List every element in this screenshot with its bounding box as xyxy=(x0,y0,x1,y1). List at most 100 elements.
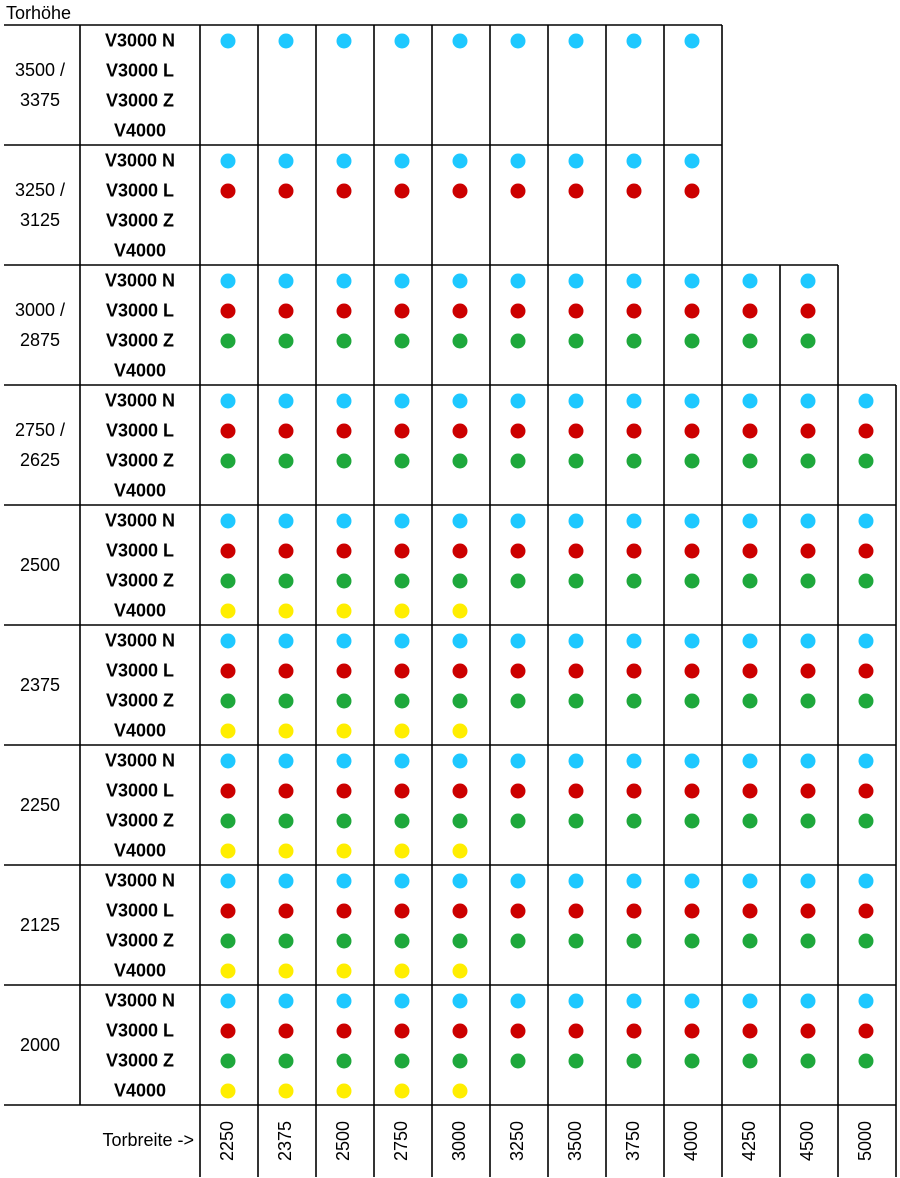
availability-dot-v3000-z xyxy=(568,1053,584,1069)
variant-label-v3000-l: V3000 L xyxy=(106,181,174,201)
availability-dot-v3000-n xyxy=(510,33,526,49)
availability-dot-v4000 xyxy=(452,963,468,979)
availability-dot-v3000-z xyxy=(626,1053,642,1069)
width-tick-label: 4500 xyxy=(797,1121,817,1161)
width-tick-label: 4000 xyxy=(681,1121,701,1161)
availability-dot-v3000-n xyxy=(510,153,526,169)
availability-dot-v3000-n xyxy=(336,633,352,649)
availability-dot-v3000-n xyxy=(220,993,236,1009)
availability-dot-v3000-l xyxy=(858,903,874,919)
availability-dot-v3000-z xyxy=(452,933,468,949)
availability-dot-v3000-z xyxy=(742,573,758,589)
availability-dot-v3000-l xyxy=(626,183,642,199)
availability-dot-v3000-z xyxy=(220,933,236,949)
availability-dot-v3000-l xyxy=(742,663,758,679)
availability-dot-v4000 xyxy=(220,843,236,859)
availability-dot-v4000 xyxy=(394,843,410,859)
availability-dot-v3000-n xyxy=(278,633,294,649)
availability-dot-v3000-l xyxy=(568,543,584,559)
availability-dot-v3000-l xyxy=(800,543,816,559)
availability-dot-v3000-n xyxy=(278,873,294,889)
availability-dot-v3000-z xyxy=(452,333,468,349)
variant-label-v4000: V4000 xyxy=(114,1081,166,1101)
availability-dot-v3000-l xyxy=(510,303,526,319)
width-tick-label: 3000 xyxy=(449,1121,469,1161)
availability-dot-v3000-n xyxy=(626,513,642,529)
availability-dot-v3000-n xyxy=(394,873,410,889)
width-tick-label: 3750 xyxy=(623,1121,643,1161)
variant-label-v4000: V4000 xyxy=(114,841,166,861)
availability-dot-v3000-n xyxy=(336,33,352,49)
availability-dot-v3000-n xyxy=(568,153,584,169)
availability-dot-v3000-z xyxy=(568,813,584,829)
availability-dot-v3000-n xyxy=(452,633,468,649)
availability-dot-v3000-n xyxy=(742,993,758,1009)
availability-dot-v3000-l xyxy=(742,303,758,319)
availability-dot-v3000-n xyxy=(742,873,758,889)
availability-dot-v4000 xyxy=(336,1083,352,1099)
availability-dot-v3000-n xyxy=(858,513,874,529)
availability-dot-v3000-n xyxy=(684,153,700,169)
availability-dot-v3000-n xyxy=(800,993,816,1009)
availability-dot-v3000-z xyxy=(336,933,352,949)
availability-dot-v3000-l xyxy=(336,303,352,319)
height-label: 2000 xyxy=(20,1035,60,1055)
variant-label-v4000: V4000 xyxy=(114,721,166,741)
variant-label-v3000-l: V3000 L xyxy=(106,901,174,921)
availability-dot-v3000-l xyxy=(278,783,294,799)
availability-dot-v3000-z xyxy=(568,453,584,469)
availability-dot-v3000-n xyxy=(510,393,526,409)
availability-dot-v3000-l xyxy=(800,423,816,439)
availability-dot-v3000-n xyxy=(278,753,294,769)
availability-dot-v3000-n xyxy=(452,153,468,169)
variant-label-v3000-n: V3000 N xyxy=(105,631,175,651)
variant-label-v3000-z: V3000 Z xyxy=(106,211,174,231)
availability-dot-v3000-l xyxy=(336,783,352,799)
availability-dot-v3000-z xyxy=(510,693,526,709)
availability-dot-v3000-l xyxy=(220,423,236,439)
height-label: 2750 / xyxy=(15,420,65,440)
availability-dot-v3000-z xyxy=(394,333,410,349)
variant-label-v3000-z: V3000 Z xyxy=(106,451,174,471)
availability-dot-v3000-l xyxy=(278,663,294,679)
availability-dot-v3000-l xyxy=(452,663,468,679)
availability-dot-v3000-z xyxy=(336,813,352,829)
availability-dot-v3000-n xyxy=(626,633,642,649)
availability-dot-v3000-z xyxy=(800,813,816,829)
variant-label-v4000: V4000 xyxy=(114,241,166,261)
availability-dot-v3000-n xyxy=(684,393,700,409)
availability-dot-v4000 xyxy=(278,963,294,979)
availability-dot-v3000-z xyxy=(626,693,642,709)
availability-dot-v3000-z xyxy=(452,453,468,469)
availability-dot-v3000-l xyxy=(800,1023,816,1039)
availability-dot-v3000-z xyxy=(684,933,700,949)
availability-dot-v3000-z xyxy=(800,333,816,349)
availability-dot-v3000-l xyxy=(220,303,236,319)
availability-dot-v4000 xyxy=(278,723,294,739)
availability-dot-v3000-z xyxy=(568,693,584,709)
availability-dot-v3000-l xyxy=(800,903,816,919)
availability-dot-v3000-n xyxy=(510,513,526,529)
availability-dot-v3000-z xyxy=(452,813,468,829)
availability-dot-v3000-n xyxy=(278,393,294,409)
availability-dot-v3000-n xyxy=(336,753,352,769)
availability-dot-v3000-z xyxy=(858,573,874,589)
availability-dot-v3000-l xyxy=(394,183,410,199)
availability-dot-v3000-l xyxy=(568,183,584,199)
variant-label-v3000-n: V3000 N xyxy=(105,31,175,51)
availability-dot-v3000-n xyxy=(394,753,410,769)
variant-label-v3000-n: V3000 N xyxy=(105,151,175,171)
availability-dot-v3000-z xyxy=(800,933,816,949)
availability-dot-v3000-l xyxy=(510,903,526,919)
availability-dot-v4000 xyxy=(394,963,410,979)
availability-dot-v3000-z xyxy=(394,453,410,469)
availability-dot-v3000-n xyxy=(568,753,584,769)
availability-dot-v3000-z xyxy=(800,453,816,469)
availability-dot-v3000-n xyxy=(684,33,700,49)
availability-dot-v3000-n xyxy=(742,393,758,409)
availability-dot-v3000-n xyxy=(858,393,874,409)
availability-dot-v3000-l xyxy=(394,423,410,439)
availability-dot-v3000-z xyxy=(742,813,758,829)
availability-dot-v3000-l xyxy=(510,783,526,799)
